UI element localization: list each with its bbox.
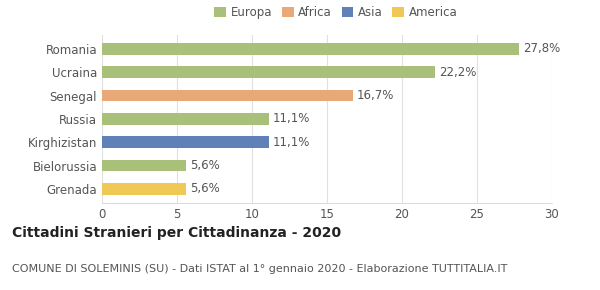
Bar bbox=[102, 136, 269, 148]
Text: 11,1%: 11,1% bbox=[273, 113, 310, 125]
Text: 5,6%: 5,6% bbox=[191, 182, 220, 195]
Legend: Europa, Africa, Asia, America: Europa, Africa, Asia, America bbox=[214, 6, 458, 19]
Bar bbox=[102, 160, 186, 171]
Bar bbox=[102, 43, 519, 55]
Bar bbox=[102, 113, 269, 125]
Bar bbox=[102, 66, 435, 78]
Text: 5,6%: 5,6% bbox=[191, 159, 220, 172]
Bar bbox=[102, 90, 353, 102]
Bar bbox=[102, 183, 186, 195]
Text: 16,7%: 16,7% bbox=[357, 89, 394, 102]
Text: COMUNE DI SOLEMINIS (SU) - Dati ISTAT al 1° gennaio 2020 - Elaborazione TUTTITAL: COMUNE DI SOLEMINIS (SU) - Dati ISTAT al… bbox=[12, 264, 508, 274]
Text: 22,2%: 22,2% bbox=[439, 66, 477, 79]
Text: 11,1%: 11,1% bbox=[273, 136, 310, 149]
Text: 27,8%: 27,8% bbox=[523, 42, 561, 55]
Text: Cittadini Stranieri per Cittadinanza - 2020: Cittadini Stranieri per Cittadinanza - 2… bbox=[12, 226, 341, 240]
